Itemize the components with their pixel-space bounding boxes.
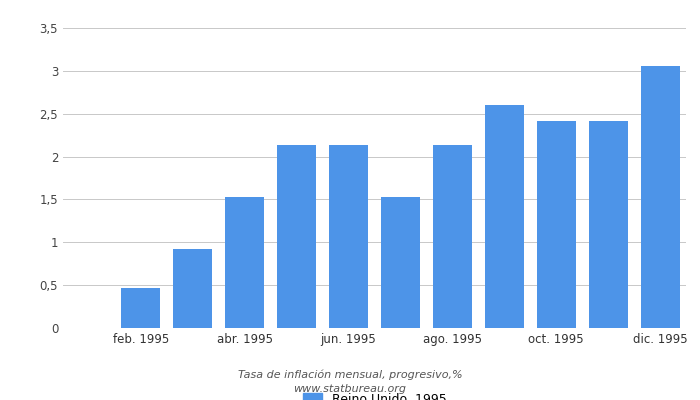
Bar (433, 146, 472, 328)
Bar (485, 105, 524, 328)
Bar (589, 120, 628, 328)
Bar (277, 146, 316, 328)
Bar (174, 249, 212, 328)
Legend: Reino Unido, 1995: Reino Unido, 1995 (298, 388, 452, 400)
Bar (225, 197, 264, 328)
Bar (537, 120, 575, 328)
Text: Tasa de inflación mensual, progresivo,%: Tasa de inflación mensual, progresivo,% (238, 370, 462, 380)
Bar (381, 197, 420, 328)
Bar (329, 146, 368, 328)
Text: www.statbureau.org: www.statbureau.org (293, 384, 407, 394)
Bar (121, 288, 160, 328)
Bar (640, 66, 680, 328)
